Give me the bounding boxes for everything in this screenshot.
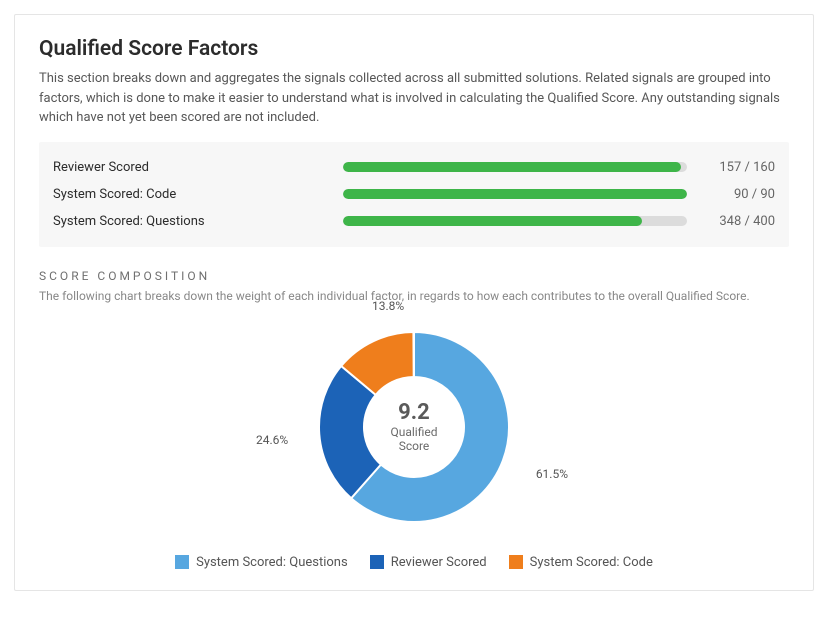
legend-swatch: [509, 555, 523, 569]
factor-bar-track: [343, 162, 687, 172]
donut-score-label-1: Qualified: [390, 425, 437, 439]
composition-subtitle: The following chart breaks down the weig…: [39, 289, 789, 303]
chart-legend: System Scored: Questions Reviewer Scored…: [39, 555, 789, 570]
legend-label: System Scored: Questions: [196, 555, 348, 570]
factor-label: Reviewer Scored: [53, 160, 343, 175]
factors-panel: Reviewer Scored 157 / 160 System Scored:…: [39, 142, 789, 247]
legend-label: Reviewer Scored: [391, 555, 487, 570]
legend-swatch: [370, 555, 384, 569]
legend-item: System Scored: Code: [509, 555, 653, 570]
donut-chart: 9.2 Qualified Score 61.5% 24.6% 13.8%: [304, 317, 524, 537]
factor-value: 157 / 160: [705, 160, 775, 175]
donut-center: 9.2 Qualified Score: [390, 400, 437, 454]
factor-row: System Scored: Questions 348 / 400: [53, 208, 775, 235]
factor-value: 90 / 90: [705, 187, 775, 202]
factor-bar-track: [343, 189, 687, 199]
composition-heading: SCORE COMPOSITION: [39, 269, 789, 283]
factor-label: System Scored: Questions: [53, 214, 343, 229]
legend-label: System Scored: Code: [530, 555, 653, 570]
page-subtitle: This section breaks down and aggregates …: [39, 69, 789, 128]
chart-area: 9.2 Qualified Score 61.5% 24.6% 13.8%: [39, 317, 789, 537]
factor-row: System Scored: Code 90 / 90: [53, 181, 775, 208]
factor-value: 348 / 400: [705, 214, 775, 229]
slice-pct-label: 61.5%: [536, 467, 568, 481]
legend-item: System Scored: Questions: [175, 555, 348, 570]
legend-swatch: [175, 555, 189, 569]
factor-label: System Scored: Code: [53, 187, 343, 202]
slice-pct-label: 13.8%: [372, 299, 404, 313]
factor-bar-track: [343, 216, 687, 226]
factor-row: Reviewer Scored 157 / 160: [53, 154, 775, 181]
slice-pct-label: 24.6%: [256, 433, 288, 447]
score-factors-card: Qualified Score Factors This section bre…: [14, 14, 814, 591]
donut-score-label-2: Score: [390, 439, 437, 453]
donut-score-value: 9.2: [390, 400, 437, 425]
legend-item: Reviewer Scored: [370, 555, 487, 570]
page-title: Qualified Score Factors: [39, 37, 789, 61]
factor-bar-fill: [343, 162, 681, 172]
factor-bar-fill: [343, 216, 642, 226]
factor-bar-fill: [343, 189, 687, 199]
